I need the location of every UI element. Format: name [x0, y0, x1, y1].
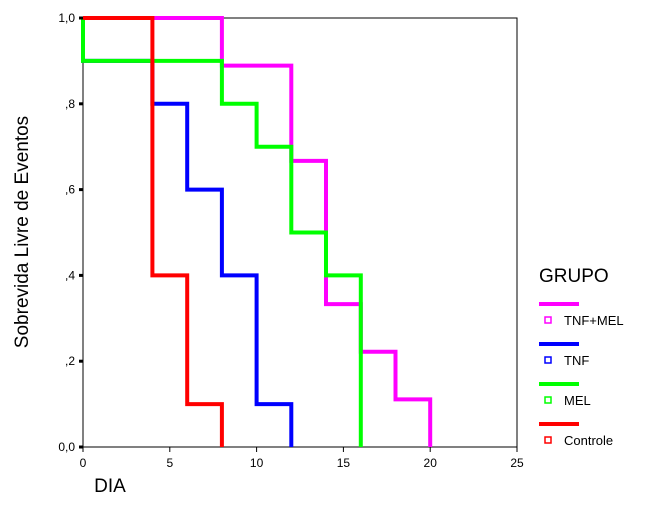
- legend-label-controle: Controle: [564, 433, 613, 448]
- x-tick-label: 25: [510, 456, 524, 470]
- legend-marker-controle: [544, 436, 552, 444]
- legend-label-tnf: TNF: [564, 353, 589, 368]
- y-tick-label: ,8: [65, 97, 75, 111]
- legend-marker-tnf: [544, 356, 552, 364]
- x-tick-label: 5: [166, 456, 173, 470]
- legend-label-mel: MEL: [564, 393, 591, 408]
- y-tick-label: 0,0: [58, 440, 75, 454]
- y-tick-label: ,2: [65, 354, 75, 368]
- y-tick-label: ,6: [65, 183, 75, 197]
- legend-label-tnf-mel: TNF+MEL: [564, 313, 624, 328]
- y-axis-title: Sobrevida Livre de Eventos: [12, 116, 33, 348]
- y-tick-label: ,4: [65, 268, 75, 282]
- x-tick-label: 10: [250, 456, 264, 470]
- x-axis: 0 5 10 15 20 25: [80, 447, 524, 470]
- x-tick-label: 15: [337, 456, 351, 470]
- plot-frame: [82, 17, 518, 448]
- y-axis: 0,0 ,2 ,4 ,6 ,8 1,0: [58, 11, 83, 454]
- series-layer: [81, 16, 433, 447]
- x-tick-label: 20: [424, 456, 438, 470]
- legend-title: GRUPO: [539, 266, 609, 287]
- y-tick-label: 1,0: [58, 11, 75, 25]
- series-line-controle: [83, 16, 224, 447]
- x-tick-label: 0: [80, 456, 87, 470]
- legend: GRUPO TNF+MEL TNF MEL Controle: [539, 266, 624, 448]
- legend-marker-tnf-mel: [544, 316, 552, 324]
- series-line-mel: [81, 18, 363, 447]
- x-axis-title: DIA: [94, 476, 126, 497]
- legend-marker-mel: [544, 396, 552, 404]
